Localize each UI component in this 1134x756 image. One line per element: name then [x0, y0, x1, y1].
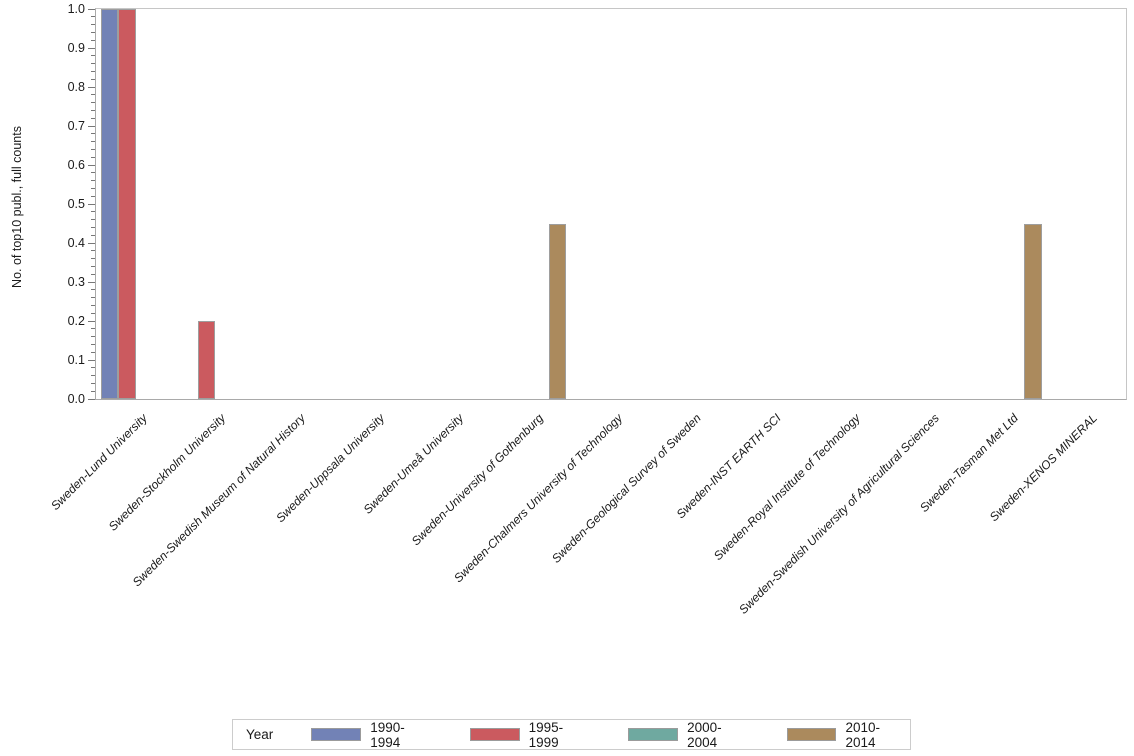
- y-tick-label: 0.4: [67, 235, 85, 250]
- y-minor-tick: [91, 31, 95, 33]
- y-major-tick: [88, 86, 95, 88]
- y-tick-label: 0.9: [67, 40, 85, 55]
- y-minor-tick: [91, 273, 95, 275]
- y-minor-tick: [91, 109, 95, 111]
- y-minor-tick: [91, 180, 95, 182]
- plot-area: 0.0 0.1 0.2 0.3 0.4 0.5 0.6 0.7 0.8 0.9 1.0 Sweden…: [48, 2, 1127, 617]
- bar-2010-2014-5: [549, 223, 567, 399]
- legend-entry: 1995-1999: [469, 719, 593, 750]
- y-minor-tick: [91, 328, 95, 330]
- bar-2010-2014-11: [1024, 223, 1042, 399]
- y-minor-tick: [91, 258, 95, 260]
- legend-swatch: [628, 728, 679, 741]
- y-minor-tick: [91, 312, 95, 314]
- bar-1995-1999-0: [118, 9, 136, 399]
- y-tick-label: 0.1: [67, 352, 85, 367]
- y-major-tick: [88, 125, 95, 127]
- y-minor-tick: [91, 133, 95, 135]
- y-tick-label: 1.0: [67, 1, 85, 16]
- y-tick-label: 0.7: [67, 118, 85, 133]
- y-minor-tick: [91, 234, 95, 236]
- x-category-label: Sweden-Royal Institute of Technology: [710, 411, 863, 564]
- y-major-tick: [88, 203, 95, 205]
- y-tick-label: 0.8: [67, 79, 85, 94]
- y-minor-tick: [91, 211, 95, 213]
- y-major-tick: [88, 398, 95, 400]
- y-minor-tick: [91, 382, 95, 384]
- y-tick-label: 0.6: [67, 157, 85, 172]
- y-tick-label: 0.2: [67, 313, 85, 328]
- y-minor-tick: [91, 24, 95, 26]
- y-minor-tick: [91, 226, 95, 228]
- y-major-tick: [88, 242, 95, 244]
- x-category-label: Sweden-University of Gothenburg: [408, 411, 546, 549]
- x-category-label: Sweden-Swedish Museum of Natural History: [129, 411, 308, 590]
- y-major-tick: [88, 164, 95, 166]
- legend-swatch: [311, 728, 362, 741]
- y-axis-title: No. of top10 publ., full counts: [10, 126, 24, 288]
- legend-entry: 2010-2014: [786, 719, 910, 750]
- y-minor-tick: [91, 63, 95, 65]
- y-minor-tick: [91, 304, 95, 306]
- y-minor-tick: [91, 297, 95, 299]
- y-minor-tick: [91, 141, 95, 143]
- y-minor-tick: [91, 250, 95, 252]
- y-minor-tick: [91, 94, 95, 96]
- y-minor-tick: [91, 390, 95, 392]
- y-minor-tick: [91, 195, 95, 197]
- legend-label: 1995-1999: [528, 719, 564, 750]
- y-tick-label: 0.3: [67, 274, 85, 289]
- y-minor-tick: [91, 265, 95, 267]
- y-minor-tick: [91, 187, 95, 189]
- legend-title: Year: [246, 727, 274, 742]
- legend-entry: 1990-1994: [311, 720, 434, 750]
- y-minor-tick: [91, 39, 95, 41]
- y-minor-tick: [91, 156, 95, 158]
- legend-entries: 1990-1994 1995-1999 2000-2004 2010-2014: [311, 720, 910, 750]
- y-minor-tick: [91, 367, 95, 369]
- y-minor-tick: [91, 70, 95, 72]
- y-major-tick: [88, 47, 95, 49]
- y-minor-tick: [91, 102, 95, 104]
- y-minor-tick: [91, 148, 95, 150]
- y-minor-tick: [91, 16, 95, 18]
- y-minor-tick: [91, 117, 95, 119]
- y-tick-label: 0.5: [67, 196, 85, 211]
- legend-swatch: [469, 728, 520, 741]
- y-major-tick: [88, 359, 95, 361]
- x-category-label: Sweden-Chalmers University of Technology: [450, 411, 625, 586]
- y-minor-tick: [91, 219, 95, 221]
- legend-entry: 2000-2004: [628, 720, 751, 750]
- legend-label: 1990-1994: [370, 719, 405, 750]
- legend-label: 2000-2004: [687, 719, 722, 750]
- y-tick-label: 0.0: [67, 391, 85, 406]
- legend-swatch: [786, 728, 837, 741]
- y-major-tick: [88, 281, 95, 283]
- y-minor-tick: [91, 351, 95, 353]
- y-minor-tick: [91, 78, 95, 80]
- legend-label: 2010-2014: [845, 719, 881, 750]
- y-minor-tick: [91, 55, 95, 57]
- bar-1995-1999-1: [197, 321, 215, 399]
- bar-1990-1994-0: [101, 9, 119, 399]
- y-major-tick: [88, 8, 95, 10]
- y-minor-tick: [91, 343, 95, 345]
- y-minor-tick: [91, 336, 95, 338]
- y-major-tick: [88, 320, 95, 322]
- y-minor-tick: [91, 172, 95, 174]
- y-minor-tick: [91, 375, 95, 377]
- legend: Year 1990-1994 1995-1999 2000-2004 2010-201…: [232, 719, 911, 750]
- y-minor-tick: [91, 289, 95, 291]
- x-category-label: Sweden-Geological Survey of Sweden: [549, 411, 705, 566]
